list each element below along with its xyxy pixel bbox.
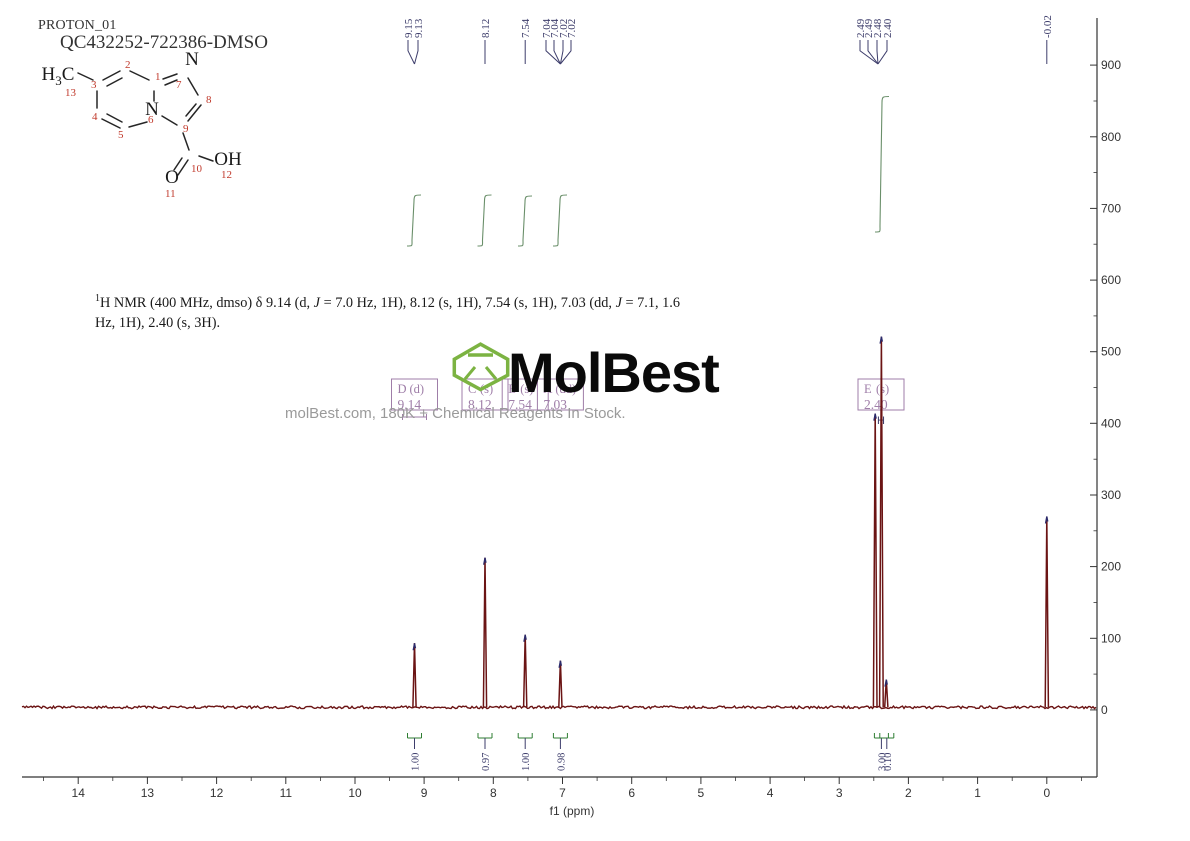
svg-text:9: 9	[183, 123, 189, 135]
svg-text:7.54: 7.54	[520, 18, 532, 38]
svg-text:(s): (s)	[480, 382, 493, 396]
svg-text:7.04: 7.04	[541, 18, 553, 38]
svg-text:300: 300	[1101, 488, 1121, 502]
svg-text:0.98: 0.98	[556, 753, 567, 771]
svg-text:5: 5	[118, 129, 124, 141]
svg-text:9.14: 9.14	[398, 397, 422, 412]
svg-text:10: 10	[348, 786, 362, 800]
svg-text:1: 1	[974, 786, 981, 800]
svg-text:0: 0	[1043, 786, 1050, 800]
svg-text:900: 900	[1101, 58, 1121, 72]
svg-text:(d): (d)	[410, 382, 425, 396]
svg-text:10: 10	[191, 163, 203, 175]
svg-text:13: 13	[65, 87, 77, 99]
svg-text:A: A	[543, 382, 552, 396]
svg-text:f1 (ppm): f1 (ppm)	[550, 804, 595, 818]
svg-text:1.00: 1.00	[411, 753, 422, 771]
svg-text:2.40: 2.40	[882, 18, 894, 38]
svg-text:0.10: 0.10	[883, 753, 894, 771]
svg-text:7.54: 7.54	[508, 397, 532, 412]
svg-text:12: 12	[210, 786, 224, 800]
svg-text:8: 8	[490, 786, 497, 800]
svg-text:H: H	[877, 415, 885, 427]
svg-text:8.12: 8.12	[468, 397, 492, 412]
svg-text:MolBest: MolBest	[508, 341, 719, 404]
svg-text:B: B	[508, 382, 516, 396]
svg-text:2: 2	[125, 59, 131, 71]
svg-text:9: 9	[421, 786, 428, 800]
svg-text:500: 500	[1101, 345, 1121, 359]
svg-text:C: C	[468, 382, 476, 396]
svg-text:4: 4	[92, 111, 98, 123]
svg-text:7.02: 7.02	[566, 19, 578, 38]
svg-text:-0.02: -0.02	[1042, 15, 1054, 38]
svg-text:2: 2	[905, 786, 912, 800]
svg-text:molBest.com, 180K + Chemical R: molBest.com, 180K + Chemical Reagents In…	[285, 405, 626, 422]
svg-text:(s): (s)	[876, 382, 889, 396]
svg-text:H3C: H3C	[42, 64, 75, 88]
svg-text:1: 1	[155, 71, 161, 83]
svg-text:2.48: 2.48	[872, 18, 884, 38]
svg-text:D: D	[398, 382, 407, 396]
svg-text:(dd): (dd)	[555, 382, 576, 396]
svg-text:9.13: 9.13	[413, 18, 425, 38]
svg-text:2.49: 2.49	[863, 18, 875, 38]
svg-text:9.15: 9.15	[403, 18, 415, 38]
svg-text:11: 11	[165, 188, 176, 200]
svg-text:11: 11	[280, 786, 293, 800]
svg-text:0: 0	[1101, 703, 1108, 717]
svg-text:OH: OH	[214, 149, 242, 170]
svg-text:7.02: 7.02	[558, 19, 570, 38]
svg-text:3: 3	[836, 786, 843, 800]
svg-text:7: 7	[559, 786, 566, 800]
svg-text:0.97: 0.97	[481, 753, 492, 771]
svg-text:4: 4	[767, 786, 774, 800]
svg-text:8: 8	[206, 94, 212, 106]
svg-text:7.03: 7.03	[543, 397, 567, 412]
svg-text:800: 800	[1101, 130, 1121, 144]
svg-text:13: 13	[141, 786, 155, 800]
svg-text:(s): (s)	[520, 382, 533, 396]
svg-text:200: 200	[1101, 560, 1121, 574]
svg-text:2.49: 2.49	[855, 18, 867, 38]
svg-text:7: 7	[176, 79, 182, 91]
svg-text:100: 100	[1101, 631, 1121, 645]
svg-text:700: 700	[1101, 201, 1121, 215]
svg-text:1.00: 1.00	[521, 753, 532, 771]
svg-text:O: O	[165, 167, 179, 188]
svg-text:E: E	[864, 382, 872, 396]
svg-text:6: 6	[628, 786, 635, 800]
svg-text:8.12: 8.12	[480, 19, 492, 38]
svg-text:400: 400	[1101, 416, 1121, 430]
svg-text:600: 600	[1101, 273, 1121, 287]
svg-text:12: 12	[221, 169, 232, 181]
svg-text:6: 6	[148, 114, 154, 126]
svg-text:N: N	[145, 99, 159, 120]
svg-text:2.40: 2.40	[864, 397, 888, 412]
svg-text:7.04: 7.04	[549, 18, 561, 38]
svg-text:3: 3	[91, 79, 97, 91]
svg-text:5: 5	[698, 786, 705, 800]
svg-text:3.00: 3.00	[877, 753, 888, 771]
svg-text:14: 14	[72, 786, 86, 800]
